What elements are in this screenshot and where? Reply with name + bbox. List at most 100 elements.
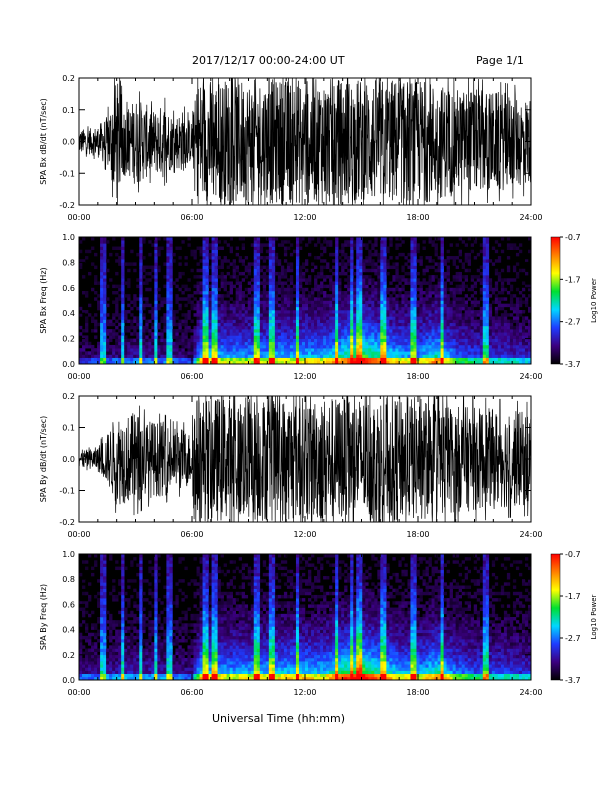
- spectrogram-cell: [230, 351, 233, 354]
- spectrogram-cell: [416, 351, 419, 354]
- spectrogram-cell: [269, 281, 272, 284]
- spectrogram-cell: [416, 247, 419, 250]
- spectrogram-cell: [435, 307, 438, 310]
- spectrogram-cell: [483, 313, 486, 316]
- spectrogram-cell: [483, 243, 486, 246]
- spectrogram-cell: [236, 247, 239, 250]
- spectrogram-cell: [293, 345, 296, 348]
- spectrogram-cell: [242, 237, 245, 240]
- spectrogram-cell: [184, 256, 187, 259]
- spectrogram-cell: [320, 288, 323, 291]
- spectrogram-cell: [94, 281, 97, 284]
- spectrogram-cell: [344, 354, 347, 357]
- spectrogram-cell: [444, 354, 447, 357]
- spectrogram-cell: [317, 335, 320, 338]
- spectrogram-cell: [121, 642, 124, 645]
- spectrogram-cell: [432, 313, 435, 316]
- spectrogram-cell: [465, 278, 468, 281]
- spectrogram-cell: [456, 351, 459, 354]
- spectrogram-cell: [359, 247, 362, 250]
- spectrogram-cell: [94, 560, 97, 563]
- spectrogram-cell: [206, 351, 209, 354]
- spectrogram-cell: [338, 281, 341, 284]
- spectrogram-cell: [124, 642, 127, 645]
- spectrogram-cell: [145, 342, 148, 345]
- spectrogram-cell: [323, 285, 326, 288]
- spectrogram-cell: [456, 354, 459, 357]
- spectrogram-cell: [359, 266, 362, 269]
- spectrogram-cell: [269, 310, 272, 313]
- spectrogram-cell: [206, 323, 209, 326]
- spectrogram-cell: [85, 294, 88, 297]
- spectrogram-cell: [423, 348, 426, 351]
- spectrogram-cell: [166, 342, 169, 345]
- spectrogram-cell: [236, 339, 239, 342]
- spectrogram-cell: [296, 256, 299, 259]
- spectrogram-cell: [380, 345, 383, 348]
- spectrogram-cell: [302, 320, 305, 323]
- spectrogram-cell: [317, 256, 320, 259]
- spectrogram-cell: [130, 579, 133, 582]
- spectrogram-cell: [145, 335, 148, 338]
- spectrogram-cell: [347, 313, 350, 316]
- spectrogram-cell: [510, 285, 513, 288]
- spectrogram-cell: [275, 285, 278, 288]
- spectrogram-cell: [410, 275, 413, 278]
- spectrogram-cell: [254, 285, 257, 288]
- spectrogram-cell: [266, 243, 269, 246]
- spectrogram-cell: [103, 354, 106, 357]
- spectrogram-cell: [251, 288, 254, 291]
- spectrogram-cell: [254, 313, 257, 316]
- spectrogram-cell: [142, 266, 145, 269]
- spectrogram-cell: [438, 266, 441, 269]
- spectrogram-cell: [299, 272, 302, 275]
- spectrogram-cell: [88, 639, 91, 642]
- spectrogram-cell: [157, 323, 160, 326]
- spectrogram-cell: [121, 316, 124, 319]
- spectrogram-cell: [130, 320, 133, 323]
- spectrogram-cell: [166, 285, 169, 288]
- spectrogram-cell: [145, 278, 148, 281]
- spectrogram-cell: [353, 332, 356, 335]
- spectrogram-cell: [498, 272, 501, 275]
- spectrogram-cell: [341, 329, 344, 332]
- spectrogram-cell: [441, 250, 444, 253]
- spectrogram-cell: [254, 307, 257, 310]
- spectrogram-cell: [272, 323, 275, 326]
- spectrogram-cell: [100, 291, 103, 294]
- spectrogram-cell: [203, 237, 206, 240]
- spectrogram-cell: [486, 285, 489, 288]
- spectrogram-cell: [103, 633, 106, 636]
- spectrogram-cell: [109, 339, 112, 342]
- spectrogram-cell: [272, 262, 275, 265]
- spectrogram-cell: [121, 617, 124, 620]
- spectrogram-cell: [365, 358, 368, 361]
- spectrogram-cell: [483, 237, 486, 240]
- spectrogram-cell: [380, 259, 383, 262]
- spectrogram-cell: [209, 310, 212, 313]
- spectrogram-cell: [85, 358, 88, 361]
- spectrogram-cell: [474, 323, 477, 326]
- spectrogram-cell: [239, 310, 242, 313]
- spectrogram-cell: [287, 313, 290, 316]
- spectrogram-cell: [206, 304, 209, 307]
- spectrogram-cell: [272, 320, 275, 323]
- spectrogram-cell: [299, 313, 302, 316]
- spectrogram-cell: [459, 335, 462, 338]
- spectrogram-cell: [272, 329, 275, 332]
- spectrogram-cell: [341, 262, 344, 265]
- spectrogram-cell: [163, 275, 166, 278]
- spectrogram-cell: [462, 275, 465, 278]
- spectrogram-cell: [206, 297, 209, 300]
- spectrogram-cell: [504, 335, 507, 338]
- spectrogram-cell: [115, 348, 118, 351]
- spectrogram-cell: [380, 285, 383, 288]
- spectrogram-cell: [365, 278, 368, 281]
- spectrogram-cell: [525, 329, 528, 332]
- spectrogram-cell: [212, 335, 215, 338]
- spectrogram-cell: [284, 348, 287, 351]
- spectrogram-cell: [311, 294, 314, 297]
- spectrogram-cell: [347, 281, 350, 284]
- spectrogram-cell: [377, 335, 380, 338]
- spectrogram-cell: [380, 288, 383, 291]
